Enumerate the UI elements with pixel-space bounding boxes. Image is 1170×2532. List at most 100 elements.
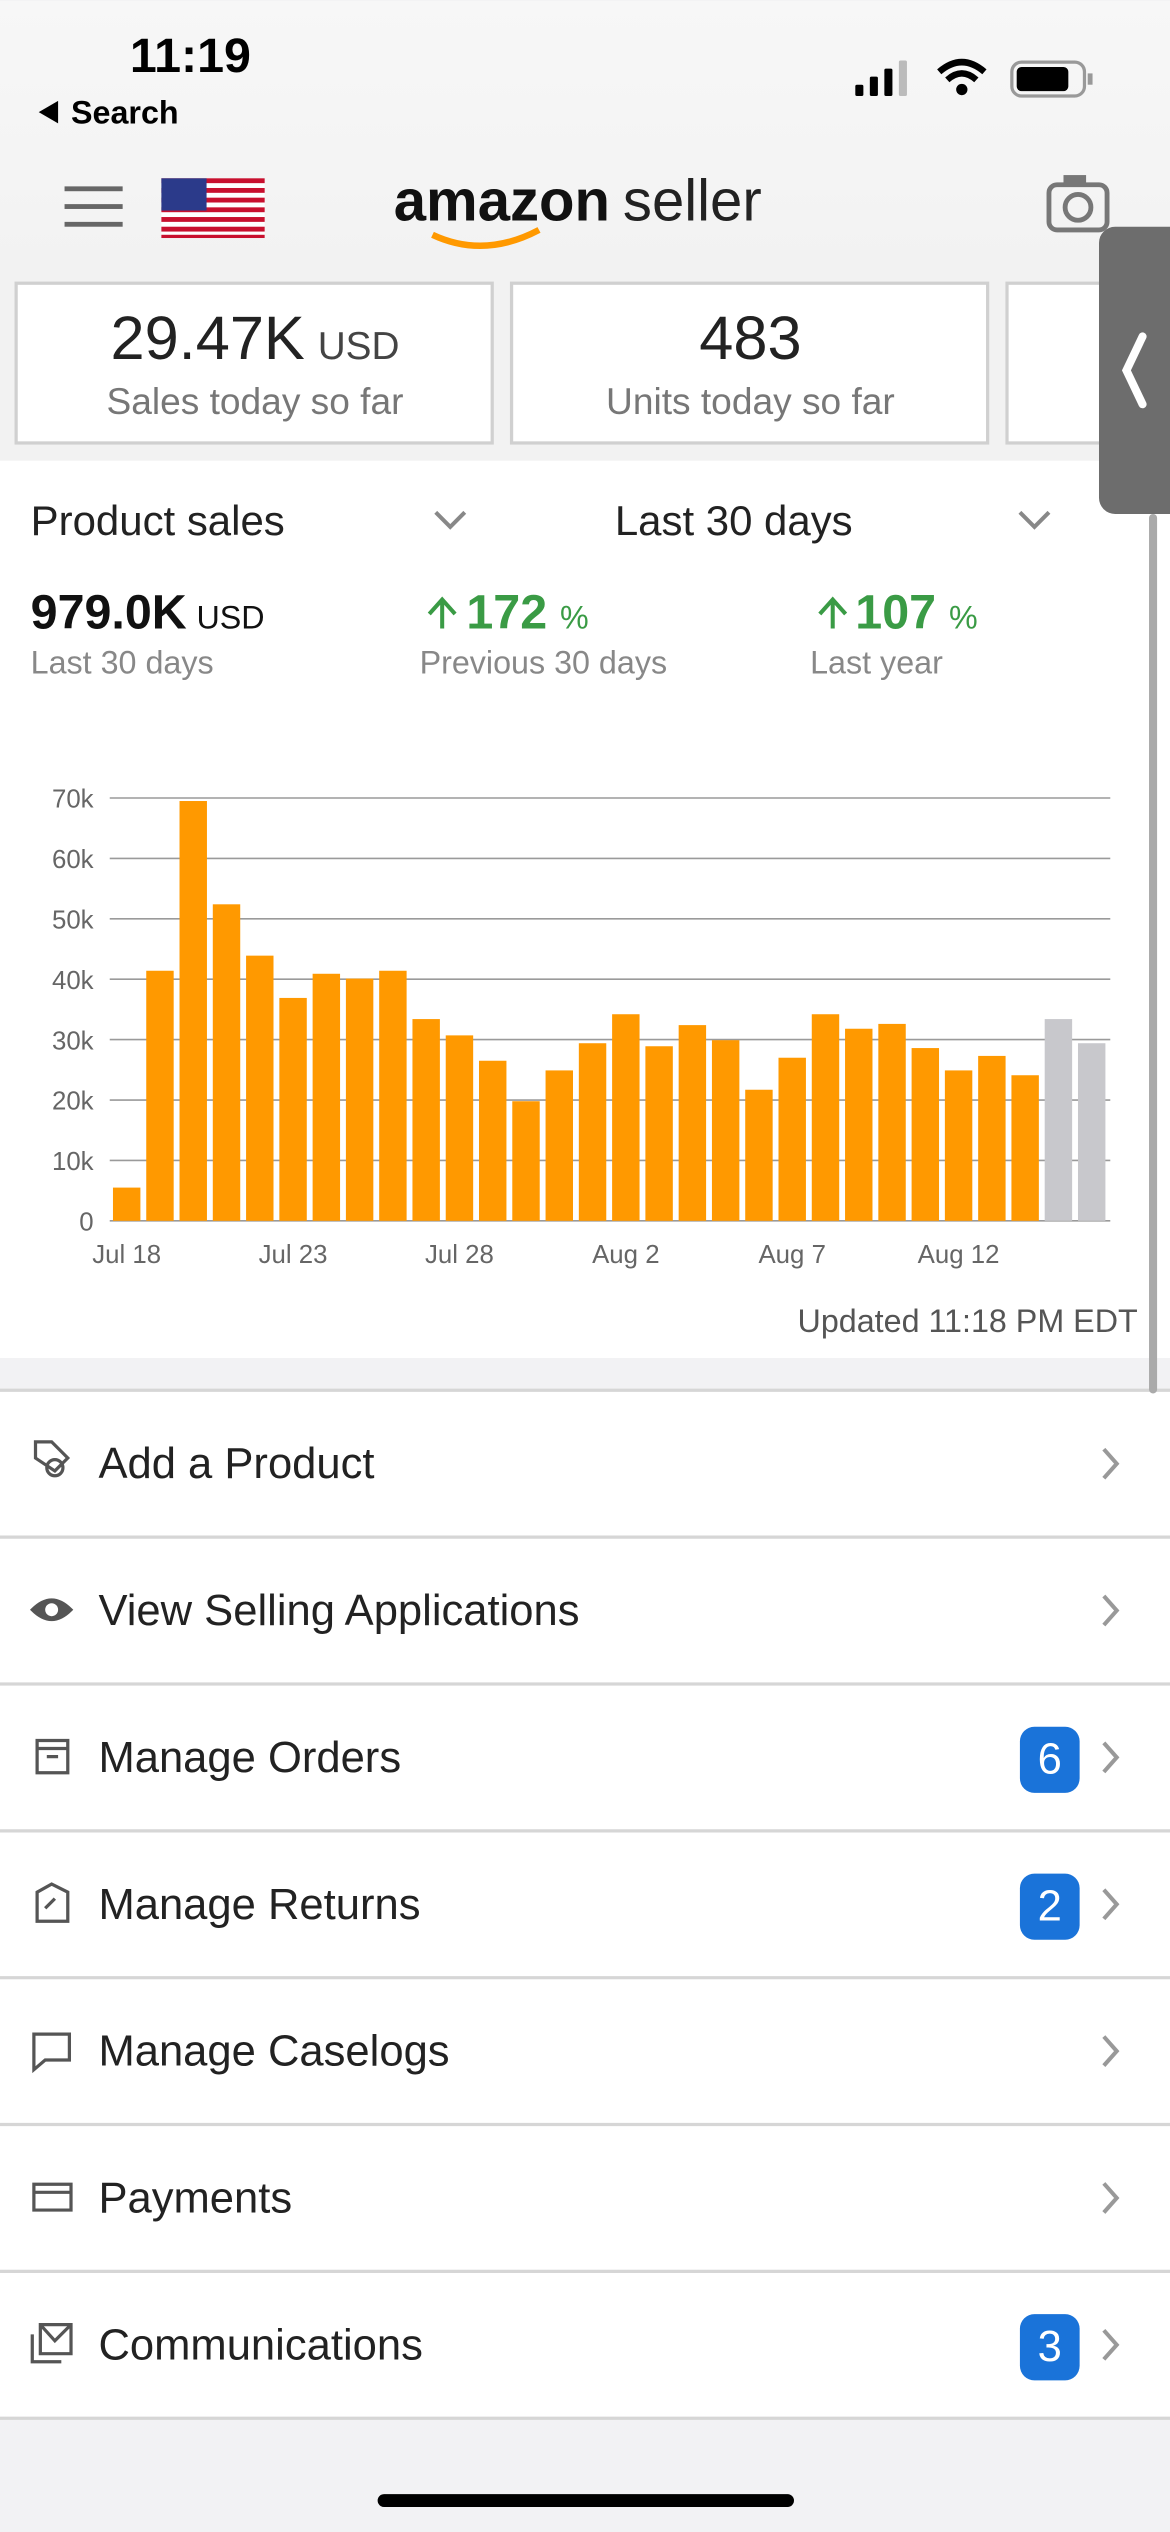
badge-count: 3 bbox=[1038, 2323, 1062, 2371]
menu-item[interactable]: Manage Orders 6 bbox=[0, 1682, 1170, 1793]
scrollbar bbox=[1149, 513, 1158, 1394]
clock: 11:19 bbox=[130, 29, 251, 83]
bar bbox=[279, 997, 307, 1221]
kpi-unit: USD bbox=[318, 325, 400, 368]
bar bbox=[379, 970, 407, 1221]
chevron bbox=[1102, 1888, 1120, 1921]
y-tick-label: 30k bbox=[52, 1027, 94, 1055]
x-tick-label: Jul 18 bbox=[92, 1241, 161, 1269]
bar bbox=[711, 1040, 740, 1221]
menu-icon bbox=[35, 1882, 70, 1923]
badge-count: 2 bbox=[1038, 1882, 1062, 1930]
bar bbox=[146, 970, 174, 1221]
updated-note: Updated 11:18 PM EDT bbox=[798, 1303, 1138, 1339]
menu-button[interactable] bbox=[64, 186, 123, 227]
up-arrow bbox=[818, 596, 848, 629]
y-tick-label: 70k bbox=[52, 786, 94, 814]
stat-value: 107% bbox=[855, 586, 977, 640]
kpi-label: Sales today so far bbox=[106, 380, 403, 422]
status-icons bbox=[855, 58, 1093, 98]
menu-list: Add a Product View Selling Applications Ma… bbox=[0, 1388, 1170, 2420]
bar bbox=[112, 1187, 141, 1221]
menu-item[interactable]: Add a Product bbox=[0, 1388, 1170, 1488]
camera-button[interactable] bbox=[1046, 175, 1110, 233]
bar bbox=[312, 973, 341, 1221]
menu-item[interactable]: View Selling Applications bbox=[0, 1535, 1170, 1635]
x-tick-label: Aug 12 bbox=[918, 1241, 1000, 1269]
bar bbox=[512, 1101, 540, 1221]
menu-icon bbox=[45, 1603, 59, 1617]
bar bbox=[1044, 1019, 1073, 1221]
bar bbox=[645, 1046, 673, 1221]
up-arrow bbox=[427, 596, 457, 629]
bar bbox=[179, 801, 207, 1221]
stat-value: 172% bbox=[466, 586, 588, 640]
bar bbox=[778, 1057, 806, 1221]
y-tick-label: 50k bbox=[52, 906, 94, 934]
flag[interactable] bbox=[161, 178, 265, 239]
bar bbox=[612, 1014, 640, 1221]
badge bbox=[1019, 1873, 1080, 1940]
bar bbox=[412, 1019, 440, 1221]
menu-bg bbox=[0, 1390, 1170, 2419]
menu-label: Add a Product bbox=[98, 1440, 374, 1488]
stat-label: Previous 30 days bbox=[420, 645, 668, 681]
stat-number: 107 bbox=[855, 586, 936, 640]
chevron bbox=[1102, 2182, 1120, 2214]
bar bbox=[678, 1025, 707, 1221]
home-indicator bbox=[377, 2494, 794, 2508]
x-tick-label: Jul 28 bbox=[425, 1241, 494, 1269]
kpi-card[interactable] bbox=[509, 281, 990, 445]
menu-item[interactable]: Communications 3 bbox=[0, 2269, 1170, 2381]
kpi-number: 29.47K bbox=[110, 303, 304, 372]
menu-label: Payments bbox=[98, 2174, 292, 2222]
bar bbox=[1011, 1075, 1039, 1221]
kpi-number: 483 bbox=[699, 303, 801, 372]
logo-word: amazon bbox=[394, 168, 610, 233]
menu-label: Manage Returns bbox=[98, 1881, 420, 1929]
bar bbox=[578, 1043, 607, 1221]
bar bbox=[479, 1060, 507, 1221]
chevron bbox=[1102, 1594, 1120, 1627]
metric-dropdown[interactable]: Product sales bbox=[31, 497, 285, 544]
menu-label: View Selling Applications bbox=[98, 1587, 579, 1635]
kpi-card[interactable] bbox=[14, 281, 494, 445]
menu-item[interactable]: Payments bbox=[0, 2122, 1170, 2223]
bar bbox=[911, 1048, 940, 1221]
bar bbox=[845, 1028, 873, 1221]
stat-number: 172 bbox=[466, 586, 547, 640]
bar bbox=[745, 1089, 773, 1221]
y-tick-label: 60k bbox=[52, 846, 94, 874]
y-tick-label: 40k bbox=[52, 967, 94, 995]
badge bbox=[1019, 2314, 1080, 2381]
bar bbox=[1077, 1043, 1106, 1221]
chevron bbox=[1102, 1447, 1120, 1480]
bar bbox=[212, 904, 241, 1221]
menu-item[interactable]: Manage Returns 2 bbox=[0, 1829, 1170, 1940]
menu-icon bbox=[35, 1738, 70, 1775]
stat-label: Last year bbox=[810, 645, 943, 681]
badge bbox=[1019, 1726, 1080, 1793]
menu-icon bbox=[30, 2323, 73, 2364]
x-tick-label: Aug 7 bbox=[758, 1241, 825, 1269]
logo-smile bbox=[431, 227, 541, 250]
menu-label: Manage Orders bbox=[98, 1734, 401, 1782]
chevron bbox=[1102, 2328, 1120, 2361]
stat-number: 979.0K bbox=[31, 586, 187, 640]
bar bbox=[345, 978, 374, 1221]
menu-label: Manage Caselogs bbox=[98, 2028, 449, 2076]
bar bbox=[878, 1023, 906, 1221]
bar bbox=[246, 955, 274, 1221]
side-tab[interactable] bbox=[1098, 226, 1170, 514]
bar bbox=[811, 1014, 840, 1221]
sales-chart: 0 10k 20k 30k 40k 50k 60k 70k Jul 18 Jul 23 Jul 28… bbox=[52, 786, 1111, 1269]
period-dropdown[interactable]: Last 30 days bbox=[615, 497, 853, 544]
x-tick-label: Jul 23 bbox=[259, 1241, 328, 1269]
menu-item[interactable]: Manage Caselogs bbox=[0, 1976, 1170, 2076]
stat-unit: % bbox=[560, 600, 589, 636]
back-link[interactable]: Search bbox=[71, 94, 179, 130]
menu-icon bbox=[33, 1440, 71, 1478]
menu-label: Communications bbox=[98, 2321, 422, 2369]
back-arrow[interactable] bbox=[38, 100, 59, 124]
